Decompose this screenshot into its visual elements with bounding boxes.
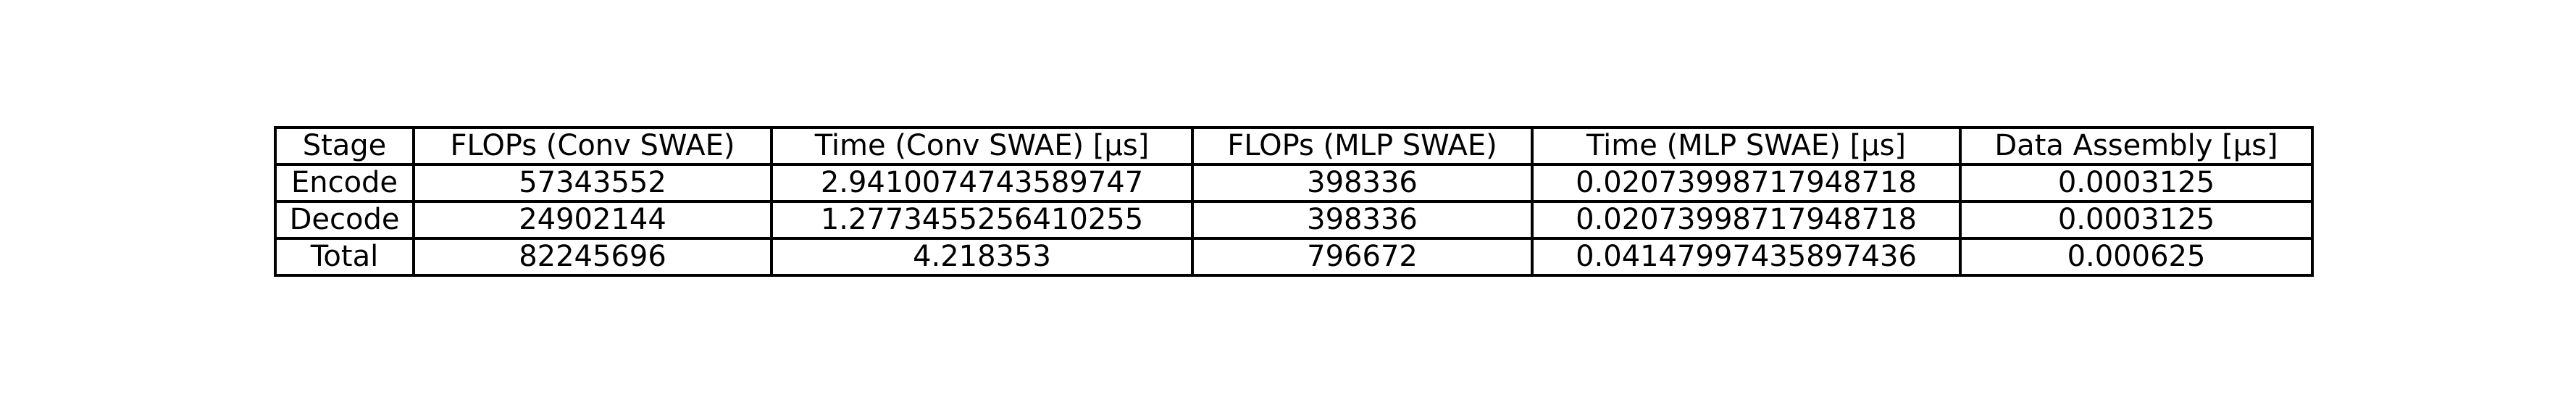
table-cell: 0.02073998717948718 bbox=[1531, 163, 1962, 203]
column-header-flops-mlp-swae: FLOPs (MLP SWAE) bbox=[1191, 126, 1534, 166]
table-cell: Total bbox=[274, 237, 415, 277]
table-cell: 796672 bbox=[1191, 237, 1534, 277]
table-row: Encode 57343552 2.9410074743589747 39833… bbox=[274, 163, 2314, 203]
column-header-time-conv-swae: Time (Conv SWAE) [µs] bbox=[770, 126, 1194, 166]
table-cell: 0.02073998717948718 bbox=[1531, 200, 1962, 240]
table-cell: 4.218353 bbox=[770, 237, 1194, 277]
table-cell: 0.0003125 bbox=[1959, 163, 2314, 203]
table-cell: 2.9410074743589747 bbox=[770, 163, 1194, 203]
table-cell: 24902144 bbox=[412, 200, 773, 240]
table-cell: 82245696 bbox=[412, 237, 773, 277]
table-row: Total 82245696 4.218353 796672 0.0414799… bbox=[274, 237, 2314, 277]
table-cell: 398336 bbox=[1191, 200, 1534, 240]
table-cell: 398336 bbox=[1191, 163, 1534, 203]
table-header-row: Stage FLOPs (Conv SWAE) Time (Conv SWAE)… bbox=[274, 126, 2314, 166]
results-table-container: Stage FLOPs (Conv SWAE) Time (Conv SWAE)… bbox=[274, 126, 2314, 277]
table-row: Decode 24902144 1.2773455256410255 39833… bbox=[274, 200, 2314, 240]
column-header-time-mlp-swae: Time (MLP SWAE) [µs] bbox=[1531, 126, 1962, 166]
table-cell: 0.0003125 bbox=[1959, 200, 2314, 240]
column-header-stage: Stage bbox=[274, 126, 415, 166]
column-header-data-assembly: Data Assembly [µs] bbox=[1959, 126, 2314, 166]
column-header-flops-conv-swae: FLOPs (Conv SWAE) bbox=[412, 126, 773, 166]
results-table: Stage FLOPs (Conv SWAE) Time (Conv SWAE)… bbox=[274, 126, 2314, 277]
table-cell: 0.04147997435897436 bbox=[1531, 237, 1962, 277]
table-cell: Encode bbox=[274, 163, 415, 203]
table-cell: Decode bbox=[274, 200, 415, 240]
table-cell: 1.2773455256410255 bbox=[770, 200, 1194, 240]
table-cell: 0.000625 bbox=[1959, 237, 2314, 277]
table-cell: 57343552 bbox=[412, 163, 773, 203]
